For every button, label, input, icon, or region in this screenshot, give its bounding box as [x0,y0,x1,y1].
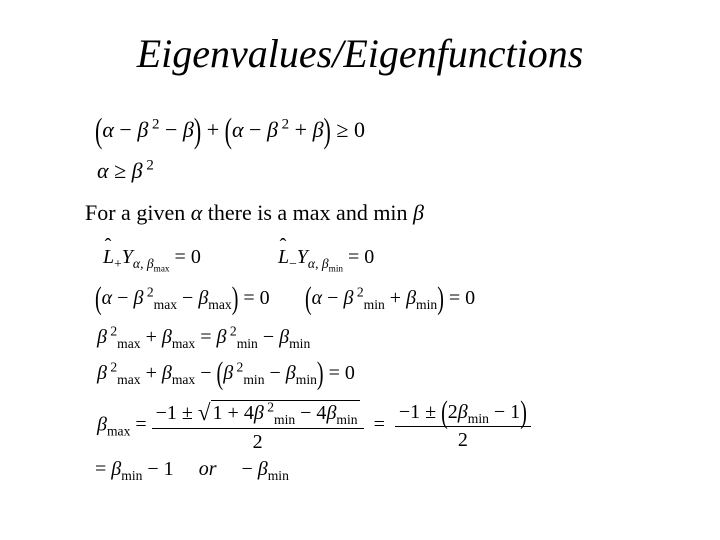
eq-line-4-right: (α − β 2min + βmin) = 0 [305,287,475,310]
eq-line-4-left: (α − β 2max − βmax) = 0 [95,287,270,310]
eq-line-6: β 2max + βmax − (β 2min − βmin) = 0 [97,362,355,385]
eq-line-7: βmax = −1 ± √1 + 4β 2min − 4βmin 2 = −1 … [97,398,531,454]
eq-line-3-left: L+Yα, βmax = 0 [103,246,201,269]
page-title: Eigenvalues/Eigenfunctions [0,30,720,77]
eq-line-2: α ≥ β 2 [97,158,154,184]
eq-line-8: = βmin − 1 or − βmin [95,458,289,481]
body-text: For a given α there is a max and min β [85,200,424,226]
slide: Eigenvalues/Eigenfunctions (α − β 2 − β)… [0,0,720,540]
eq-line-3-right: L−Yα, βmin = 0 [278,246,374,269]
eq-line-5: β 2max + βmax = β 2min − βmin [97,326,310,349]
eq-line-1: (α − β 2 − β) + (α − β 2 + β) ≥ 0 [95,117,365,143]
